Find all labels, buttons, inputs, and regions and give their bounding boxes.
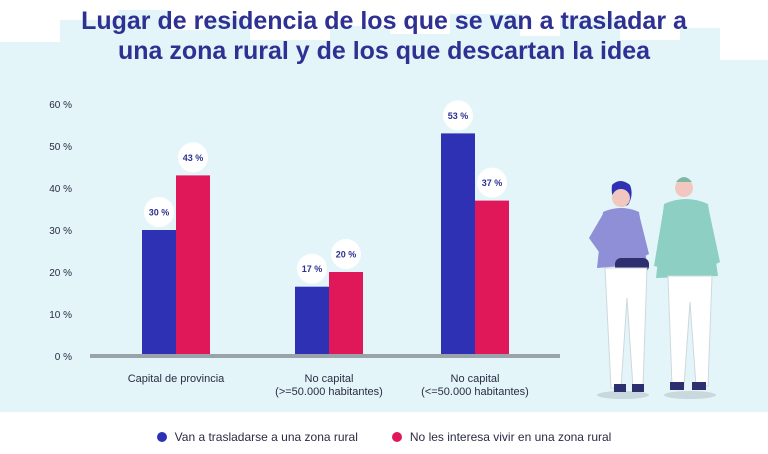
bar-pink bbox=[475, 200, 509, 354]
bar-blue bbox=[295, 286, 329, 354]
legend-label-series-2: No les interesa vivir en una zona rural bbox=[409, 430, 612, 444]
title-line-2: una zona rural y de los que descartan la… bbox=[117, 37, 651, 65]
y-tick-label: 50 % bbox=[49, 142, 72, 153]
chart-title: Lugar de residencia de los que se van a … bbox=[0, 6, 768, 66]
woman-figure bbox=[589, 181, 649, 399]
data-label: 37 % bbox=[482, 178, 503, 188]
x-category-label: (<=50.000 habitantes) bbox=[421, 386, 529, 398]
legend-label-series-1: Van a trasladarse a una zona rural bbox=[174, 430, 358, 444]
value-bubble bbox=[477, 167, 507, 198]
value-bubble bbox=[443, 100, 473, 131]
value-bubble bbox=[144, 197, 174, 227]
x-axis-baseline bbox=[90, 354, 560, 358]
data-label: 17 % bbox=[302, 264, 323, 274]
legend-item-series-2: No les interesa vivir en una zona rural bbox=[391, 430, 612, 444]
bar-chart: 0 % 10 % 20 % 30 % 40 % 50 % 60 % 30 % 43 % Capit… bbox=[49, 100, 560, 398]
value-bubble bbox=[297, 253, 327, 284]
y-tick-label: 40 % bbox=[49, 184, 72, 195]
bar-pink bbox=[329, 272, 363, 354]
value-bubble bbox=[331, 239, 361, 269]
bar-blue bbox=[142, 230, 176, 354]
x-category-label: No capital bbox=[305, 373, 354, 385]
data-label: 43 % bbox=[183, 153, 204, 163]
bar-blue bbox=[441, 133, 475, 354]
y-tick-label: 10 % bbox=[49, 310, 72, 321]
y-tick-label: 0 % bbox=[55, 352, 72, 363]
data-label: 30 % bbox=[149, 208, 170, 218]
legend-swatch-blue bbox=[156, 432, 167, 442]
title-line-1: Lugar de residencia de los que se van a … bbox=[81, 7, 687, 35]
x-category-label: (>=50.000 habitantes) bbox=[275, 386, 383, 398]
legend: Van a trasladarse a una zona rural No le… bbox=[0, 430, 768, 444]
man-figure bbox=[654, 177, 720, 399]
data-label: 53 % bbox=[448, 111, 469, 121]
y-tick-label: 20 % bbox=[49, 268, 72, 279]
y-tick-label: 30 % bbox=[49, 226, 72, 237]
x-category-label: Capital de provincia bbox=[128, 373, 225, 385]
x-category-label: No capital bbox=[451, 373, 500, 385]
value-bubble bbox=[178, 142, 208, 173]
y-tick-label: 60 % bbox=[49, 100, 72, 111]
legend-swatch-pink bbox=[391, 432, 402, 442]
two-people-illustration bbox=[589, 177, 720, 399]
legend-item-series-1: Van a trasladarse a una zona rural bbox=[156, 430, 358, 444]
bar-pink bbox=[176, 175, 210, 354]
data-label: 20 % bbox=[336, 250, 357, 260]
